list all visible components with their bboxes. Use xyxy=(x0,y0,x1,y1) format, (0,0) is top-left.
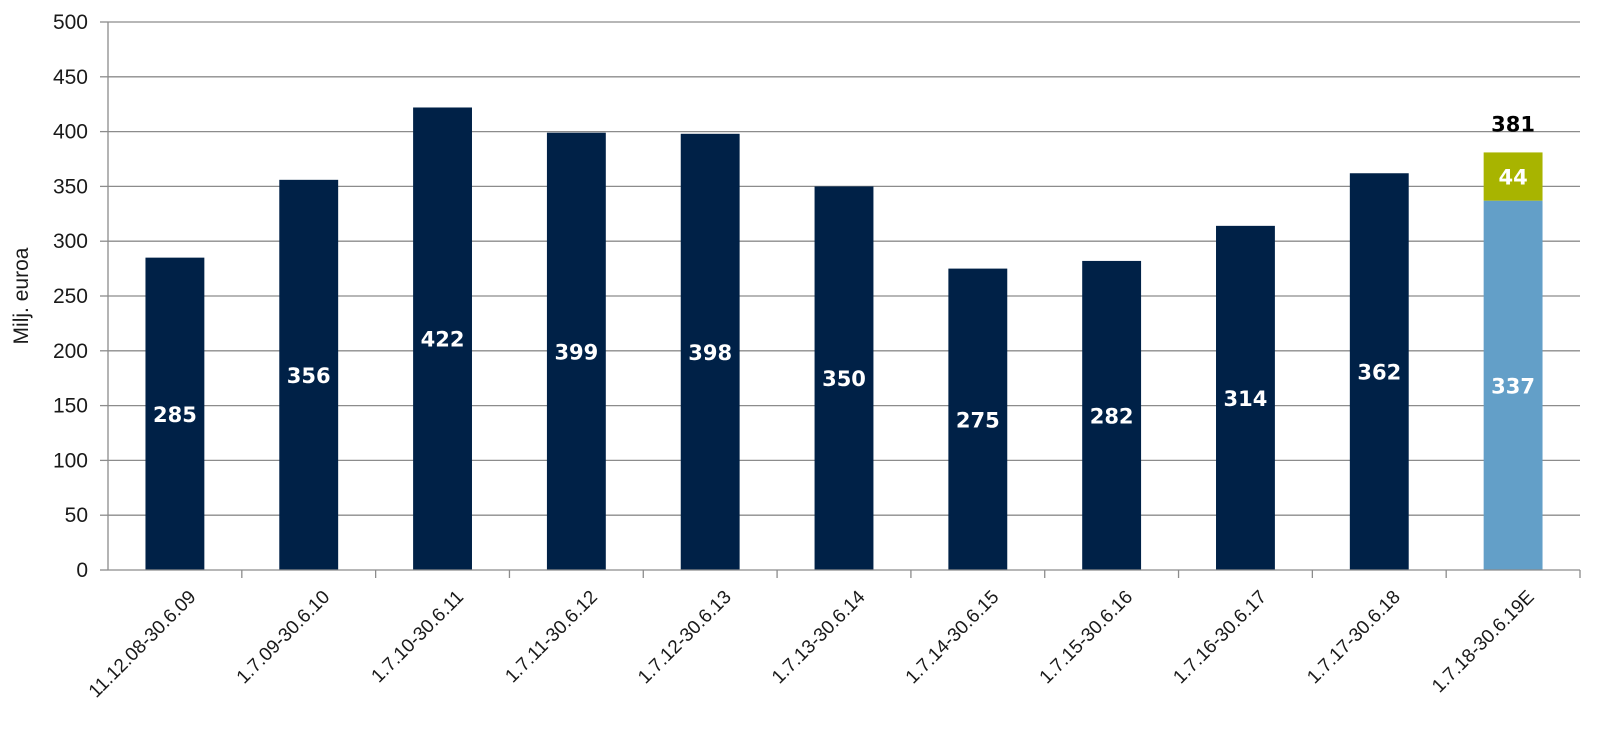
y-axis-ticks: 0 50 100 150 200 250 300 350 400 450 500 xyxy=(53,11,108,582)
y-axis-label: Milj. euroa xyxy=(10,247,33,344)
y-tick-label: 500 xyxy=(53,11,88,34)
x-tick-label: 1.7.18-30.6.19E xyxy=(1428,587,1538,697)
bar xyxy=(948,268,1008,570)
x-tick-label: 1.7.09-30.6.10 xyxy=(233,587,335,689)
y-tick-label: 150 xyxy=(53,395,88,418)
bar xyxy=(1216,225,1275,570)
bar xyxy=(1483,152,1543,201)
bar xyxy=(1483,200,1543,570)
x-tick-label: 1.7.12-30.6.13 xyxy=(634,587,736,689)
x-tick-label: 1.7.11-30.6.12 xyxy=(501,587,602,688)
bar-value-label: 362 xyxy=(1357,361,1401,385)
y-tick-label: 250 xyxy=(53,285,88,308)
bar-value-label: 282 xyxy=(1090,404,1134,428)
axes xyxy=(107,22,1581,578)
y-tick-label: 200 xyxy=(53,340,88,363)
bar xyxy=(546,132,606,571)
x-tick-label: 1.7.13-30.6.14 xyxy=(768,586,870,688)
bar-value-label: 398 xyxy=(688,341,732,365)
bars: 285 356 422 399 398 350 275 282 314 362 337 44 381 xyxy=(145,107,1543,571)
bar xyxy=(145,257,205,570)
y-tick-label: 0 xyxy=(76,559,88,582)
bar-value-label: 422 xyxy=(421,328,465,352)
y-tick-label: 300 xyxy=(53,230,88,253)
y-tick-label: 400 xyxy=(53,121,88,144)
bar xyxy=(1082,260,1142,570)
bar-value-label: 275 xyxy=(956,408,1000,432)
bar-value-label: 337 xyxy=(1491,374,1535,398)
x-tick-label: 1.7.10-30.6.11 xyxy=(368,587,469,688)
x-tick-label: 11.12.08-30.6.09 xyxy=(85,587,200,702)
x-tick-label: 1.7.17-30.6.18 xyxy=(1303,587,1405,689)
y-tick-label: 450 xyxy=(53,66,88,89)
y-tick-label: 50 xyxy=(65,504,88,527)
bar-value-label: 356 xyxy=(287,364,331,388)
bar xyxy=(413,107,472,570)
bar-value-label: 399 xyxy=(554,340,598,364)
y-tick-label: 350 xyxy=(53,175,88,198)
bar xyxy=(814,186,874,570)
bar-value-label: 285 xyxy=(153,403,197,427)
bar-value-label: 314 xyxy=(1224,387,1268,411)
x-tick-label: 1.7.16-30.6.17 xyxy=(1169,587,1271,689)
bar-value-label: 44 xyxy=(1498,166,1527,190)
x-axis-ticks: 11.12.08-30.6.09 1.7.09-30.6.10 1.7.10-30.… xyxy=(85,586,1539,702)
bar xyxy=(279,179,339,570)
bar-value-label: 350 xyxy=(822,367,866,391)
x-tick-label: 1.7.15-30.6.16 xyxy=(1036,587,1138,689)
bar xyxy=(680,133,740,571)
x-tick-label: 1.7.14-30.6.15 xyxy=(902,587,1004,689)
y-tick-label: 100 xyxy=(53,449,88,472)
bar xyxy=(1349,173,1409,571)
total-value-label: 381 xyxy=(1491,112,1535,136)
